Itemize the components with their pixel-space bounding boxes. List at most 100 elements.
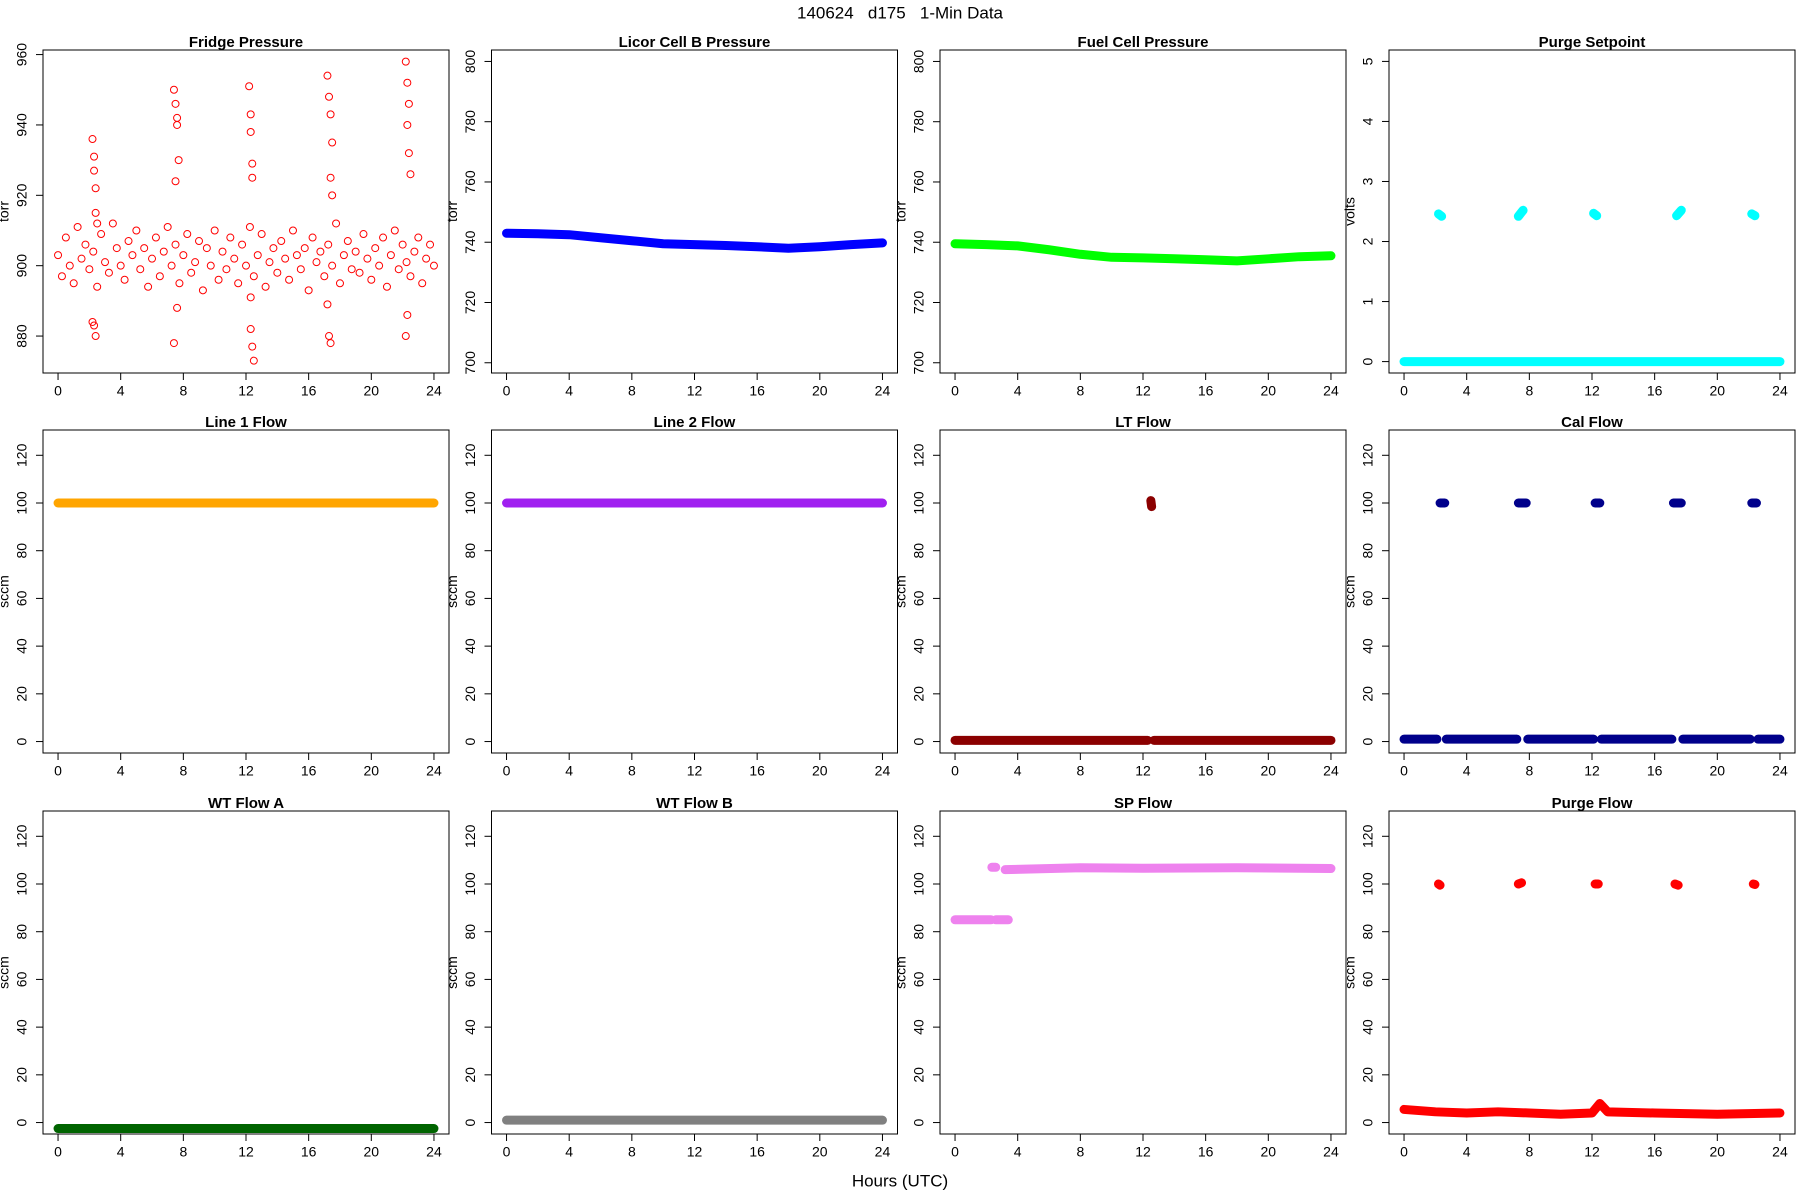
point: [159, 247, 168, 256]
x-tick-label: 16: [1647, 763, 1663, 779]
point: [57, 272, 66, 281]
y-tick-label: 720: [462, 291, 478, 315]
point: [308, 233, 317, 242]
point: [124, 237, 133, 246]
x-tick-label: 24: [1323, 383, 1339, 399]
x-tick-label: 4: [117, 763, 125, 779]
point: [326, 339, 335, 348]
point: [351, 247, 360, 256]
plot-frame: [491, 429, 898, 754]
point: [73, 222, 82, 231]
x-tick-label: 24: [426, 383, 442, 399]
x-tick-label: 16: [1647, 1144, 1663, 1160]
y-tick-label: 880: [14, 324, 30, 348]
x-tick-label: 8: [628, 1144, 636, 1160]
x-tick-label: 0: [54, 383, 62, 399]
x-tick-label: 24: [875, 383, 891, 399]
point: [386, 251, 395, 260]
point: [246, 325, 255, 334]
point: [406, 170, 415, 179]
x-tick-label: 12: [1135, 763, 1151, 779]
point: [140, 244, 149, 253]
x-tick-label: 12: [1584, 763, 1600, 779]
point: [403, 78, 412, 87]
point: [324, 240, 333, 249]
y-tick-label: 800: [911, 50, 927, 74]
y-tick-label: 120: [1360, 443, 1376, 467]
x-tick-label: 20: [364, 763, 380, 779]
line-segment: [1146, 496, 1157, 512]
y-axis-label: sccm: [1342, 575, 1358, 608]
panel: WT Flow A sccm 0 4 8 12 16 20 24 0 20 40 60 80 100 120: [0, 795, 450, 1160]
point: [382, 282, 391, 291]
point: [328, 191, 337, 200]
y-tick-label: 120: [1360, 824, 1376, 848]
x-tick-label: 12: [687, 763, 703, 779]
y-tick-label: 80: [462, 543, 478, 559]
point: [325, 92, 334, 101]
y-tick-label: 40: [14, 1019, 30, 1035]
x-tick-label: 8: [179, 763, 187, 779]
y-tick-label: 80: [14, 543, 30, 559]
point: [226, 233, 235, 242]
y-axis-label: sccm: [0, 575, 12, 608]
point: [108, 219, 117, 228]
x-tick-label: 4: [1463, 383, 1471, 399]
point: [210, 226, 219, 235]
x-tick-label: 24: [1772, 383, 1788, 399]
x-tick-label: 20: [1710, 763, 1726, 779]
y-tick-label: 100: [1360, 872, 1376, 896]
y-tick-label: 0: [1360, 737, 1376, 745]
y-axis-label: torr: [444, 201, 460, 222]
y-axis-label: torr: [0, 201, 12, 222]
x-tick-label: 20: [1261, 1144, 1277, 1160]
point: [120, 275, 129, 284]
x-tick-label: 0: [503, 763, 511, 779]
point: [93, 219, 102, 228]
point: [144, 282, 153, 291]
x-tick-label: 8: [179, 383, 187, 399]
y-tick-label: 3: [1360, 177, 1376, 185]
x-tick-label: 8: [1525, 1144, 1533, 1160]
point: [202, 244, 211, 253]
plot-frame: [491, 810, 898, 1135]
point: [97, 230, 106, 239]
y-axis-label: sccm: [1342, 956, 1358, 989]
y-tick-label: 60: [911, 590, 927, 606]
point: [269, 244, 278, 253]
point: [206, 261, 215, 270]
point: [359, 230, 368, 239]
y-tick-label: 720: [911, 291, 927, 315]
y-tick-label: 120: [911, 443, 927, 467]
x-tick-label: 20: [1710, 1144, 1726, 1160]
x-tick-label: 0: [1400, 383, 1408, 399]
point: [242, 261, 250, 270]
x-tick-label: 20: [364, 1144, 380, 1160]
y-tick-label: 960: [14, 43, 30, 67]
x-tick-label: 4: [565, 763, 573, 779]
point: [246, 293, 255, 302]
panel: Fridge Pressure torr 0 4 8 12 16 20 24 880 900 920 9…: [0, 34, 450, 399]
x-tick-label: 0: [1400, 1144, 1408, 1160]
y-tick-label: 60: [462, 971, 478, 987]
plot-frame: [491, 49, 898, 374]
point: [404, 149, 413, 158]
x-tick-label: 12: [687, 1144, 703, 1160]
point: [91, 184, 100, 193]
x-tick-label: 24: [1323, 1144, 1339, 1160]
x-tick-label: 16: [1198, 763, 1214, 779]
point: [234, 279, 243, 288]
point: [277, 237, 286, 246]
x-tick-label: 4: [1014, 1144, 1022, 1160]
y-tick-label: 100: [14, 872, 30, 896]
point: [248, 342, 257, 351]
point: [167, 261, 176, 270]
point: [214, 275, 223, 284]
y-tick-label: 40: [462, 638, 478, 654]
y-tick-label: 40: [911, 638, 927, 654]
point: [323, 71, 332, 80]
x-tick-label: 4: [565, 1144, 573, 1160]
x-tick-label: 4: [1014, 383, 1022, 399]
x-tick-label: 8: [1076, 763, 1084, 779]
y-axis-label: volts: [1342, 197, 1358, 226]
